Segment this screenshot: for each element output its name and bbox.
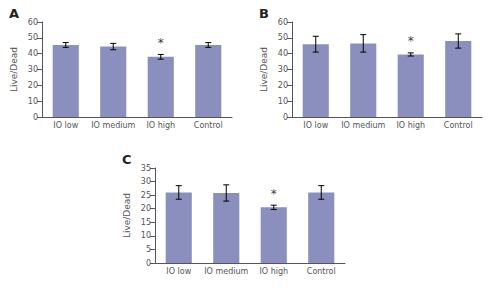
svg-text:20: 20 — [141, 204, 151, 213]
svg-text:C: C — [122, 152, 132, 167]
svg-text:40: 40 — [278, 49, 288, 58]
svg-text:20: 20 — [278, 81, 288, 90]
svg-text:30: 30 — [28, 65, 38, 74]
svg-text:0: 0 — [146, 259, 151, 268]
svg-text:60: 60 — [28, 18, 38, 27]
svg-text:50: 50 — [28, 33, 38, 42]
svg-text:10: 10 — [278, 97, 288, 106]
svg-text:Control: Control — [444, 121, 473, 130]
svg-text:IO low: IO low — [166, 267, 191, 276]
svg-text:10: 10 — [28, 97, 38, 106]
svg-text:5: 5 — [146, 245, 151, 254]
svg-text:IO medium: IO medium — [204, 267, 248, 276]
svg-text:IO medium: IO medium — [341, 121, 385, 130]
svg-text:A: A — [9, 6, 19, 21]
svg-text:*: * — [158, 36, 164, 50]
svg-text:0: 0 — [33, 113, 38, 122]
svg-text:Live/Dead: Live/Dead — [9, 47, 19, 92]
svg-text:IO low: IO low — [303, 121, 328, 130]
svg-text:30: 30 — [141, 177, 151, 186]
svg-text:10: 10 — [141, 231, 151, 240]
svg-text:Live/Dead: Live/Dead — [122, 193, 132, 238]
svg-text:*: * — [408, 34, 414, 48]
svg-text:20: 20 — [28, 81, 38, 90]
svg-text:*: * — [271, 187, 277, 201]
svg-text:IO low: IO low — [53, 121, 78, 130]
svg-text:15: 15 — [141, 218, 151, 227]
svg-text:Control: Control — [194, 121, 223, 130]
svg-text:Live/Dead: Live/Dead — [259, 47, 269, 92]
svg-text:30: 30 — [278, 65, 288, 74]
svg-text:35: 35 — [141, 164, 151, 173]
svg-text:IO medium: IO medium — [91, 121, 135, 130]
svg-text:50: 50 — [278, 33, 288, 42]
svg-text:IO high: IO high — [396, 121, 425, 130]
svg-text:IO high: IO high — [259, 267, 288, 276]
svg-text:0: 0 — [283, 113, 288, 122]
svg-text:25: 25 — [141, 191, 151, 200]
svg-text:40: 40 — [28, 49, 38, 58]
svg-text:B: B — [259, 6, 269, 21]
svg-text:60: 60 — [278, 18, 288, 27]
svg-text:Control: Control — [307, 267, 336, 276]
svg-text:IO high: IO high — [146, 121, 175, 130]
